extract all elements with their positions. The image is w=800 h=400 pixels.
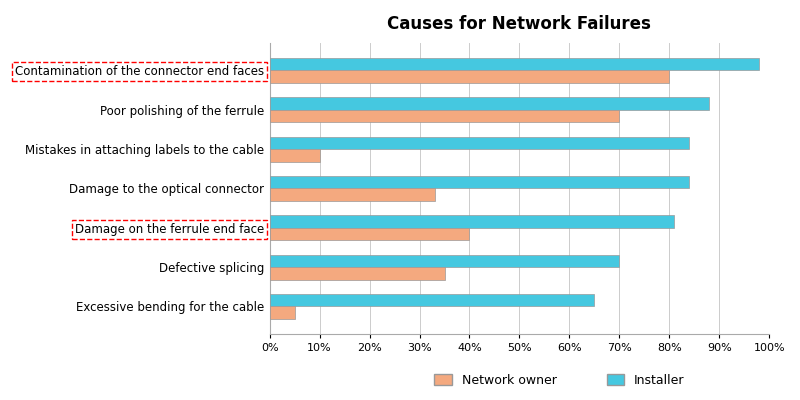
Title: Causes for Network Failures: Causes for Network Failures [387,15,651,33]
Bar [270,254,619,267]
Bar [270,215,674,228]
Bar [270,136,690,149]
Bar [270,149,320,162]
Bar [270,70,670,83]
Bar [270,176,690,188]
Legend: Network owner, Installer: Network owner, Installer [430,369,690,392]
Bar [270,110,619,122]
Bar [270,306,294,319]
Bar [270,294,594,306]
Bar [270,97,710,110]
Bar [270,58,759,70]
Bar [270,228,470,240]
Bar [270,188,434,201]
Bar [270,267,445,280]
